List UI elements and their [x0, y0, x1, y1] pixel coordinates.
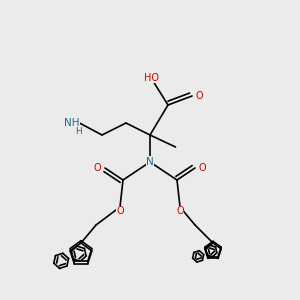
Text: O: O — [196, 91, 203, 101]
Text: O: O — [199, 163, 206, 173]
Text: H: H — [75, 127, 81, 136]
Text: O: O — [94, 163, 101, 173]
Text: HO: HO — [144, 73, 159, 83]
Text: O: O — [116, 206, 124, 217]
Text: N: N — [146, 157, 154, 167]
Text: O: O — [176, 206, 184, 217]
Text: NH: NH — [64, 118, 80, 128]
